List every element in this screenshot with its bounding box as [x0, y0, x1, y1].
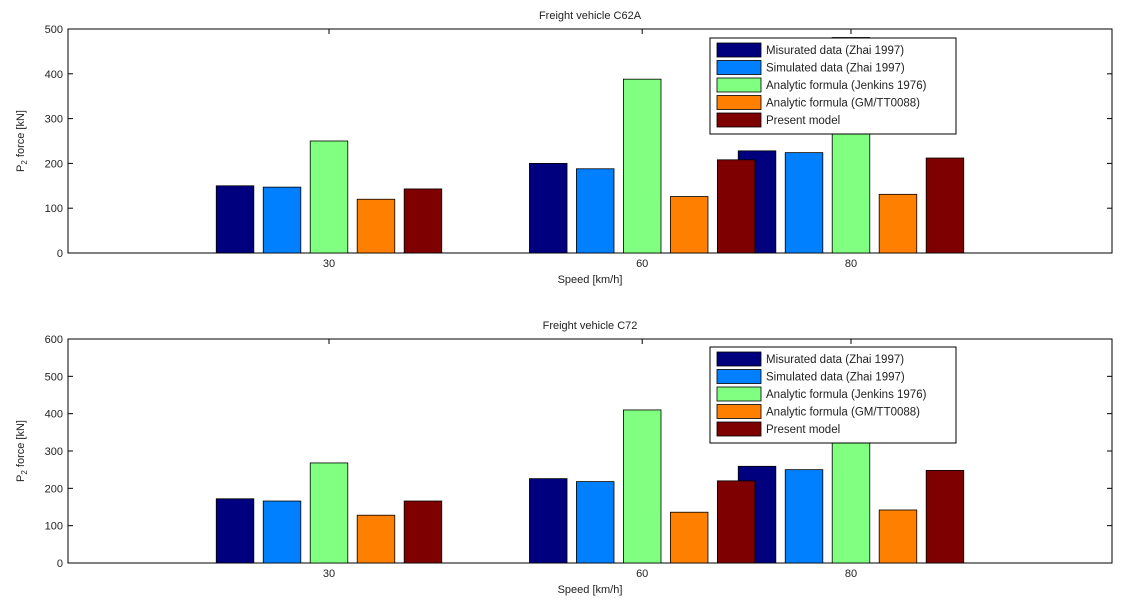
bar: [262, 500, 302, 564]
bar: [403, 500, 443, 564]
x-tick-label: 60: [636, 258, 648, 270]
bar: [576, 168, 615, 254]
legend-swatch: [716, 421, 762, 437]
legend-label: Simulated data (Zhai 1997): [766, 372, 905, 384]
bar: [878, 193, 918, 254]
y-tick-label: 200: [45, 483, 63, 495]
legend-label: Present model: [766, 115, 840, 127]
legend: Misurated data (Zhai 1997) Simulated data…: [709, 37, 957, 135]
x-tick-label: 60: [636, 568, 648, 580]
bar: [669, 511, 709, 564]
y-tick-label: 600: [45, 334, 63, 346]
chart-2: Freight vehicle C72 0 100 200 300 400 500 600 P2…: [15, 320, 1113, 596]
legend-swatch: [716, 42, 762, 58]
y-tick-label: 0: [57, 248, 63, 260]
bar: [576, 481, 615, 564]
x-tick-label: 30: [323, 258, 335, 270]
legend-swatch: [716, 77, 762, 93]
x-tick-label: 30: [323, 568, 335, 580]
bar: [356, 198, 396, 254]
y-tick-label: 400: [45, 69, 63, 81]
bar: [623, 78, 662, 254]
x-axis-label: Speed [km/h]: [558, 274, 623, 286]
legend-swatch: [716, 60, 762, 75]
bar: [403, 188, 443, 254]
y-tick-label: 500: [45, 24, 63, 36]
legend-label: Simulated data (Zhai 1997): [766, 63, 905, 75]
bar: [925, 470, 965, 564]
legend-swatch: [716, 369, 762, 384]
bar: [623, 409, 662, 564]
bar: [925, 157, 965, 254]
legend-swatch: [716, 351, 762, 367]
bar: [215, 498, 255, 564]
legend-swatch: [716, 404, 762, 419]
bar: [529, 478, 568, 564]
chart-title: Freight vehicle C72: [543, 320, 638, 332]
legend: Misurated data (Zhai 1997) Simulated data…: [709, 346, 957, 444]
y-tick-label: 500: [45, 371, 63, 383]
bar: [784, 152, 824, 254]
legend-label: Misurated data (Zhai 1997): [766, 45, 904, 57]
x-axis-label: Speed [km/h]: [558, 584, 623, 596]
bar: [878, 509, 918, 564]
bar: [356, 514, 396, 564]
y-tick-label: 100: [45, 203, 63, 215]
legend-swatch: [716, 95, 762, 110]
x-tick-label: 80: [845, 258, 857, 270]
y-tick-label: 300: [45, 114, 63, 126]
legend-label: Present model: [766, 424, 840, 436]
y-tick-label: 200: [45, 158, 63, 170]
bar: [262, 186, 302, 254]
chart-1: Freight vehicle C62A 0 100 200 300 400 500 P2 f…: [15, 10, 1113, 286]
chart-title: Freight vehicle C62A: [539, 10, 642, 22]
legend-label: Analytic formula (GM/TT0088): [766, 407, 920, 419]
y-tick-label: 400: [45, 409, 63, 421]
y-axis-label: P2 force [kN]: [15, 110, 29, 172]
bar: [309, 140, 349, 254]
y-tick-label: 0: [57, 558, 63, 570]
legend-label: Analytic formula (GM/TT0088): [766, 98, 920, 110]
bar: [716, 159, 756, 254]
legend-swatch: [716, 112, 762, 128]
bar: [529, 162, 568, 254]
bar: [669, 196, 709, 254]
legend-label: Analytic formula (Jenkins 1976): [766, 80, 927, 92]
legend-label: Analytic formula (Jenkins 1976): [766, 389, 927, 401]
y-tick-label: 100: [45, 521, 63, 533]
x-tick-label: 80: [845, 568, 857, 580]
y-tick-label: 300: [45, 446, 63, 458]
bar: [784, 469, 824, 564]
bar: [716, 480, 756, 564]
legend-swatch: [716, 386, 762, 402]
legend-label: Misurated data (Zhai 1997): [766, 354, 904, 366]
bar: [215, 185, 255, 254]
bar: [309, 462, 349, 564]
y-axis-label: P2 force [kN]: [15, 420, 29, 482]
